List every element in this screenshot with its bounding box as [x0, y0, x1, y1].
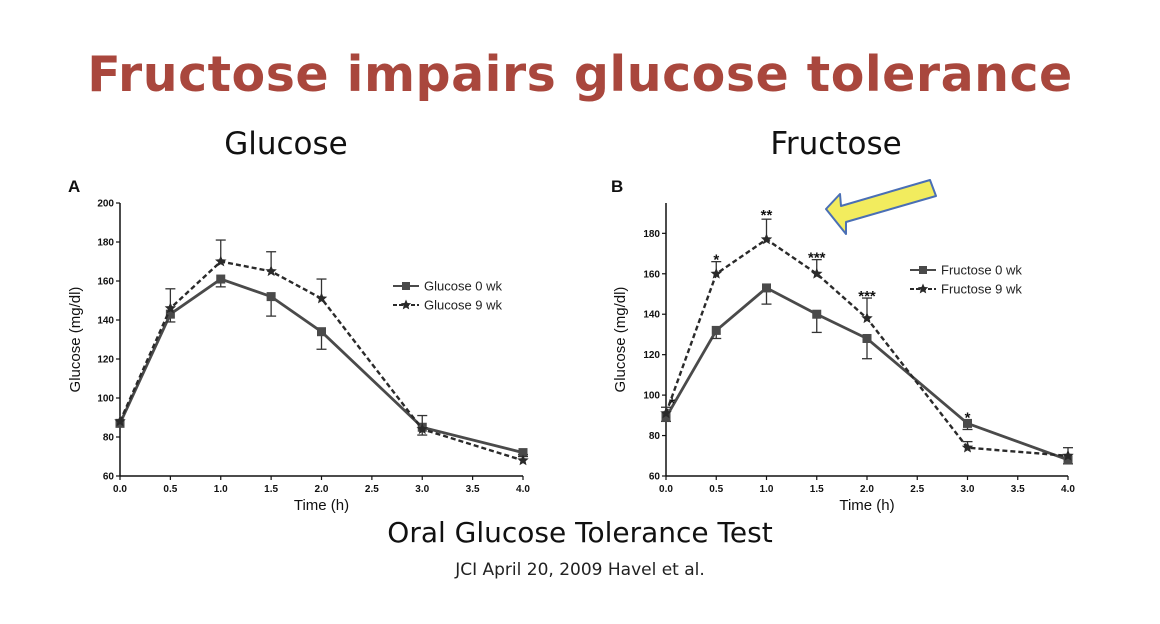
x-axis-label: Time (h): [294, 497, 349, 514]
data-point: [265, 265, 277, 277]
legend-entry: Glucose 9 wk: [393, 298, 503, 313]
data-point: [266, 292, 276, 302]
data-point: [165, 309, 175, 319]
legend-label: Fructose 0 wk: [941, 263, 1022, 278]
y-tick-label: 60: [649, 472, 661, 483]
y-tick-label: 120: [97, 355, 114, 366]
data-point: [961, 441, 974, 453]
y-axis-label: Glucose (mg/dl): [612, 287, 629, 393]
x-tick-label: 2.0: [315, 484, 329, 495]
data-point: [517, 454, 529, 466]
panel-letter: B: [611, 177, 623, 196]
data-point: [862, 333, 872, 343]
series-solid: [661, 283, 1073, 465]
y-tick-label: 120: [643, 350, 660, 361]
x-tick-label: 1.5: [810, 484, 824, 495]
y-tick-label: 160: [97, 277, 114, 288]
y-tick-label: 180: [643, 229, 660, 240]
y-axis-label: Glucose (mg/dl): [67, 287, 84, 393]
y-tick-label: 100: [643, 391, 660, 402]
y-tick-label: 60: [103, 472, 115, 483]
x-tick-label: 3.0: [961, 484, 975, 495]
x-tick-label: 2.5: [365, 484, 379, 495]
data-point: [660, 407, 672, 419]
legend-entry: Fructose 9 wk: [910, 282, 1022, 297]
y-tick-label: 140: [643, 310, 660, 321]
footer-title: Oral Glucose Tolerance Test: [387, 516, 773, 549]
data-point: [317, 327, 326, 337]
significance-marker: *: [713, 252, 719, 269]
significance-marker: *: [669, 395, 675, 412]
y-tick-label: 80: [103, 433, 115, 444]
panel-a-heading: Glucose: [224, 126, 348, 162]
legend-marker: [917, 283, 929, 294]
x-tick-label: 3.0: [415, 484, 429, 495]
data-point: [114, 415, 126, 427]
significance-marker: *: [965, 409, 971, 426]
x-tick-label: 3.5: [1011, 484, 1025, 495]
panel-letter: A: [68, 177, 80, 196]
data-point: [711, 325, 721, 335]
y-tick-label: 180: [97, 238, 114, 249]
x-tick-label: 0.0: [113, 484, 127, 495]
series-dashed: [660, 218, 1074, 461]
panel-b-heading: Fructose: [770, 126, 902, 162]
data-point: [164, 302, 177, 314]
x-tick-label: 4.0: [516, 484, 530, 495]
slide-title: Fructose impairs glucose tolerance: [87, 46, 1073, 103]
x-tick-label: 2.5: [910, 484, 924, 495]
data-point: [216, 274, 226, 284]
y-tick-label: 140: [97, 316, 114, 327]
data-point: [416, 423, 428, 435]
legend-label: Glucose 0 wk: [424, 279, 503, 294]
x-tick-label: 1.5: [264, 484, 278, 495]
x-tick-label: 0.5: [709, 484, 723, 495]
legend-entry: Fructose 0 wk: [910, 263, 1022, 278]
y-tick-label: 100: [97, 394, 114, 405]
legend-marker: [919, 266, 927, 274]
data-point: [215, 255, 227, 267]
x-tick-label: 1.0: [214, 484, 228, 495]
data-point: [760, 233, 773, 245]
y-tick-label: 160: [643, 269, 660, 280]
data-point: [710, 267, 722, 279]
x-tick-label: 0.5: [163, 484, 177, 495]
significance-marker: **: [761, 207, 773, 224]
significance-marker: ***: [858, 288, 876, 305]
legend-marker: [400, 299, 412, 310]
data-point: [661, 412, 671, 422]
significance-marker: ***: [808, 250, 826, 267]
chart-panel-b: B 60 80 100 120 140 160 180 0.0 0.5 1.0 1.5 2.0 2.5 3.…: [611, 177, 1075, 514]
data-point: [1063, 455, 1073, 465]
footer-citation: JCI April 20, 2009 Havel et al.: [455, 560, 705, 580]
data-point: [1062, 449, 1074, 461]
x-tick-label: 1.0: [760, 484, 774, 495]
legend-entry: Glucose 0 wk: [393, 279, 503, 294]
x-tick-label: 0.0: [659, 484, 673, 495]
series-dashed: [114, 239, 529, 466]
data-point: [762, 283, 771, 293]
chart-panel-a: A 60 80 100 120 140 160 180 200 0.0 0.5 1.0 1.5 2.0 2.…: [67, 177, 530, 514]
highlight-arrow: [825, 179, 937, 235]
x-tick-label: 2.0: [860, 484, 874, 495]
data-point: [861, 312, 873, 324]
legend-marker: [402, 282, 410, 290]
x-tick-label: 3.5: [466, 484, 480, 495]
y-tick-label: 200: [97, 199, 114, 210]
legend-label: Glucose 9 wk: [424, 298, 503, 313]
data-point: [963, 418, 972, 428]
data-point: [518, 448, 528, 458]
data-point: [812, 309, 822, 319]
data-point: [315, 292, 328, 304]
x-axis-label: Time (h): [839, 497, 894, 514]
y-tick-label: 80: [649, 431, 661, 442]
x-tick-label: 4.0: [1061, 484, 1075, 495]
data-point: [811, 267, 823, 279]
legend-label: Fructose 9 wk: [941, 282, 1022, 297]
arrow-icon: [825, 179, 937, 235]
